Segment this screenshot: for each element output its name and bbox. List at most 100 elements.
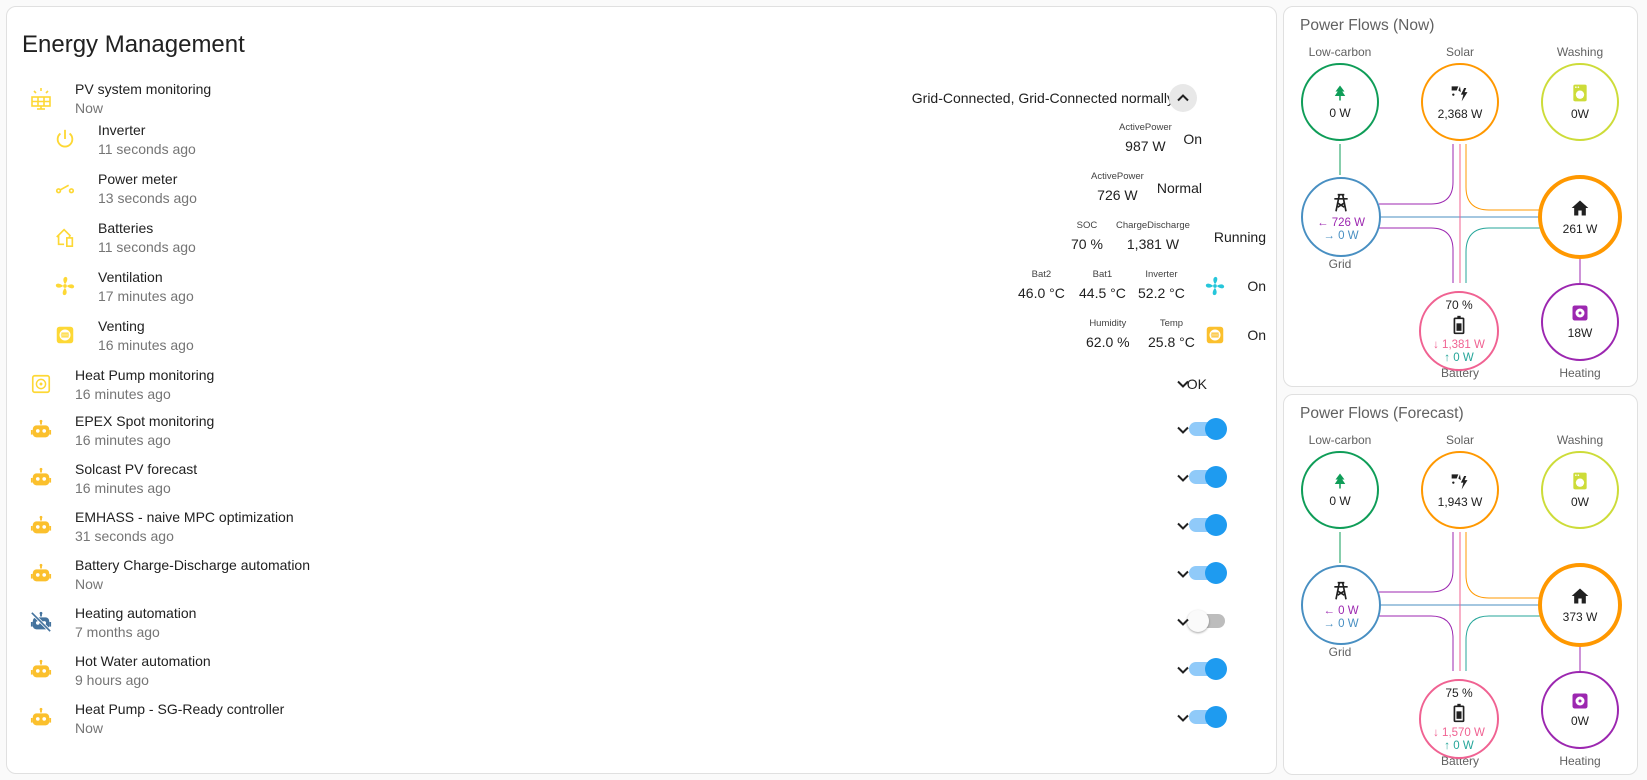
solar-node[interactable]: 1,943 W: [1421, 451, 1499, 529]
battery-node[interactable]: 70 % ↓ 1,381 W ↑ 0 W: [1419, 291, 1499, 371]
automation-row[interactable]: Heating automation 7 months ago: [7, 599, 1278, 645]
washing-machine-icon: [1573, 84, 1587, 102]
automation-toggle[interactable]: [1189, 562, 1227, 584]
batteries-time: 11 seconds ago: [98, 239, 196, 255]
battery-node[interactable]: 75 % ↓ 1,570 W ↑ 0 W: [1419, 679, 1499, 759]
heating-value: 0W: [1571, 714, 1589, 728]
ventilation-name: Ventilation: [98, 269, 163, 285]
grid-node[interactable]: ← 0 W → 0 W: [1301, 565, 1381, 645]
automation-row[interactable]: Battery Charge-Discharge automation Now: [7, 551, 1278, 597]
toggle-knob[interactable]: [1205, 706, 1227, 728]
robot-icon: [26, 463, 56, 493]
batteries-state: Running: [1213, 229, 1266, 245]
automation-toggle[interactable]: [1189, 658, 1227, 680]
attr-label: ActivePower: [1119, 122, 1172, 133]
attr-label: ChargeDischarge: [1116, 220, 1190, 231]
washing-label: Washing: [1556, 45, 1604, 59]
batteries-row[interactable]: Batteries 11 seconds ago SOC 70 % Charge…: [7, 214, 1278, 260]
venting-state: On: [1247, 327, 1266, 343]
transmission-tower-icon: [1334, 193, 1348, 211]
toggle-knob[interactable]: [1205, 418, 1227, 440]
solar-power-icon: [1451, 474, 1468, 490]
venting-name: Venting: [98, 318, 145, 334]
batteries-chargedischarge: ChargeDischarge 1,381 W: [1116, 220, 1190, 252]
inverter-state: On: [1183, 131, 1202, 147]
automation-toggle[interactable]: [1189, 514, 1227, 536]
automation-row[interactable]: EPEX Spot monitoring 16 minutes ago: [7, 407, 1278, 453]
toggle-knob[interactable]: [1205, 562, 1227, 584]
toggle-knob[interactable]: [1187, 610, 1209, 632]
expand-chevron-icon[interactable]: [1169, 416, 1197, 444]
attr-value: 44.5 °C: [1079, 285, 1126, 301]
home-node[interactable]: 373 W: [1538, 563, 1622, 647]
venting-row[interactable]: Venting 16 minutes ago Humidity 62.0 % T…: [7, 312, 1278, 358]
power-flows-forecast-card: Power Flows (Forecast) Low-carbon Solar …: [1283, 394, 1638, 775]
automation-name: EMHASS - naive MPC optimization: [75, 509, 294, 525]
batteries-name: Batteries: [98, 220, 154, 236]
expand-chevron-icon[interactable]: [1169, 608, 1197, 636]
ventilation-bat1: Bat1 44.5 °C: [1079, 269, 1126, 301]
collapse-chevron-icon[interactable]: [1169, 84, 1197, 112]
heat-pump-row[interactable]: Heat Pump monitoring 16 minutes ago OK: [7, 361, 1278, 407]
expand-chevron-icon[interactable]: [1169, 464, 1197, 492]
ventilation-state: On: [1247, 278, 1266, 294]
inverter-row[interactable]: Inverter 11 seconds ago ActivePower 987 …: [7, 116, 1278, 162]
heat-pump-name: Heat Pump monitoring: [75, 367, 215, 383]
vent-active-icon[interactable]: [1200, 320, 1230, 350]
automation-row[interactable]: EMHASS - naive MPC optimization 31 second…: [7, 503, 1278, 549]
automation-name: Heating automation: [75, 605, 197, 621]
fan-active-icon[interactable]: [1200, 271, 1230, 301]
automation-toggle[interactable]: [1189, 418, 1227, 440]
automation-toggle[interactable]: [1189, 466, 1227, 488]
heating-node[interactable]: 18W: [1541, 283, 1619, 361]
attr-value: 46.0 °C: [1018, 285, 1065, 301]
automation-time: 16 minutes ago: [75, 432, 171, 448]
expand-chevron-icon[interactable]: [1169, 704, 1197, 732]
power-meter-name: Power meter: [98, 171, 178, 187]
robot-icon: [26, 511, 56, 541]
transmission-tower-icon: [1334, 581, 1348, 599]
heat-pump-state: OK: [1186, 376, 1207, 392]
power-meter-state: Normal: [1156, 180, 1202, 196]
heat-pump-icon: [1572, 305, 1588, 321]
washing-label: Washing: [1556, 433, 1604, 447]
automation-row[interactable]: Heat Pump - SG-Ready controller Now: [7, 695, 1278, 741]
automation-toggle[interactable]: [1189, 706, 1227, 728]
expand-chevron-icon[interactable]: [1169, 656, 1197, 684]
expand-chevron-icon[interactable]: [1169, 560, 1197, 588]
attr-value: 70 %: [1071, 236, 1103, 252]
home-icon: [1571, 588, 1589, 604]
toggle-knob[interactable]: [1205, 466, 1227, 488]
batteries-soc: SOC 70 %: [1071, 220, 1103, 252]
flow-lines: [1339, 144, 1581, 283]
heating-node[interactable]: 0W: [1541, 671, 1619, 749]
automation-row[interactable]: Solcast PV forecast 16 minutes ago: [7, 455, 1278, 501]
flow-title: Power Flows (Now): [1300, 17, 1435, 34]
expand-chevron-icon[interactable]: [1169, 370, 1197, 398]
toggle-knob[interactable]: [1205, 514, 1227, 536]
automation-toggle[interactable]: [1187, 610, 1225, 632]
battery-soc-value: 75 %: [1445, 686, 1473, 700]
grid-node[interactable]: ← 726 W → 0 W: [1301, 177, 1381, 257]
attr-value: 62.0 %: [1086, 334, 1130, 350]
lowcarbon-node[interactable]: 0 W: [1301, 63, 1379, 141]
pv-system-row[interactable]: PV system monitoring Now Grid-Connected,…: [7, 75, 1278, 121]
washing-node[interactable]: 0W: [1541, 63, 1619, 141]
power-meter-time: 13 seconds ago: [98, 190, 197, 206]
automation-time: 7 months ago: [75, 624, 160, 640]
ventilation-row[interactable]: Ventilation 17 minutes ago Bat2 46.0 °C …: [7, 263, 1278, 309]
battery-discharge-value: ↓ 1,570 W: [1433, 727, 1485, 739]
flow-title: Power Flows (Forecast): [1300, 405, 1464, 422]
toggle-knob[interactable]: [1205, 658, 1227, 680]
automation-row[interactable]: Hot Water automation 9 hours ago: [7, 647, 1278, 693]
solar-node[interactable]: 2,368 W: [1421, 63, 1499, 141]
washing-node[interactable]: 0W: [1541, 451, 1619, 529]
solar-panel-icon: [26, 83, 56, 113]
home-node[interactable]: 261 W: [1538, 175, 1622, 259]
power-meter-row[interactable]: Power meter 13 seconds ago ActivePower 7…: [7, 165, 1278, 211]
lowcarbon-node[interactable]: 0 W: [1301, 451, 1379, 529]
solar-label: Solar: [1445, 433, 1474, 447]
automation-time: Now: [75, 720, 104, 736]
expand-chevron-icon[interactable]: [1169, 512, 1197, 540]
lowcarbon-value: 0 W: [1329, 494, 1351, 508]
